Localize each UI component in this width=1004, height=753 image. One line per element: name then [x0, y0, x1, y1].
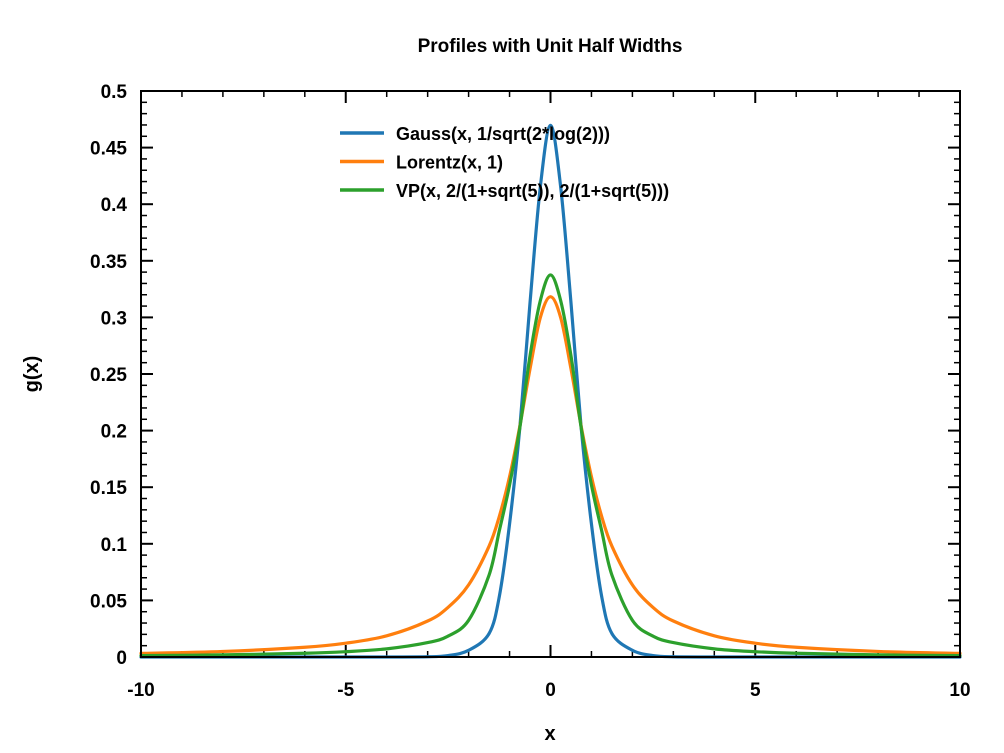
chart-title: Profiles with Unit Half Widths — [418, 36, 683, 57]
y-tick-label: 0.25 — [90, 365, 127, 386]
y-tick-label: 0.4 — [101, 195, 128, 216]
y-tick-label: 0.45 — [90, 139, 127, 160]
x-tick-label: 5 — [750, 680, 761, 701]
y-tick-label: 0.2 — [101, 422, 127, 443]
y-axis-label: g(x) — [21, 356, 43, 393]
y-tick-label: 0.3 — [101, 308, 127, 329]
series-line-1 — [139, 123, 962, 659]
x-tick-label: -10 — [127, 680, 154, 701]
x-tick-label: -5 — [337, 680, 354, 701]
x-tick-label: 0 — [545, 680, 556, 701]
y-tick-label: 0.05 — [90, 591, 127, 612]
y-tick-label: 0.5 — [101, 82, 128, 103]
series-layer — [139, 123, 962, 659]
y-tick-label: 0.35 — [90, 252, 127, 273]
series-line-2 — [139, 295, 962, 655]
legend-label: Lorentz(x, 1) — [396, 153, 503, 173]
plot-frame — [140, 90, 961, 658]
legend: Gauss(x, 1/sqrt(2*log(2))) Lorentz(x, 1) V… — [340, 124, 669, 201]
y-tick-label: 0.1 — [101, 535, 128, 556]
y-tick-label: 0.15 — [90, 478, 127, 499]
x-axis-label: x — [544, 723, 555, 745]
series-line-3 — [139, 273, 962, 658]
legend-label: Gauss(x, 1/sqrt(2*log(2))) — [396, 124, 610, 144]
legend-label: VP(x, 2/(1+sqrt(5)), 2/(1+sqrt(5))) — [396, 181, 669, 201]
x-tick-label: 10 — [949, 680, 970, 701]
y-tick-label: 0 — [116, 648, 127, 669]
ticks-layer: 0 0.05 0.1 0.15 0.2 0.25 0.3 0.35 0.4 0.45 0.5 -10 -… — [90, 82, 971, 701]
